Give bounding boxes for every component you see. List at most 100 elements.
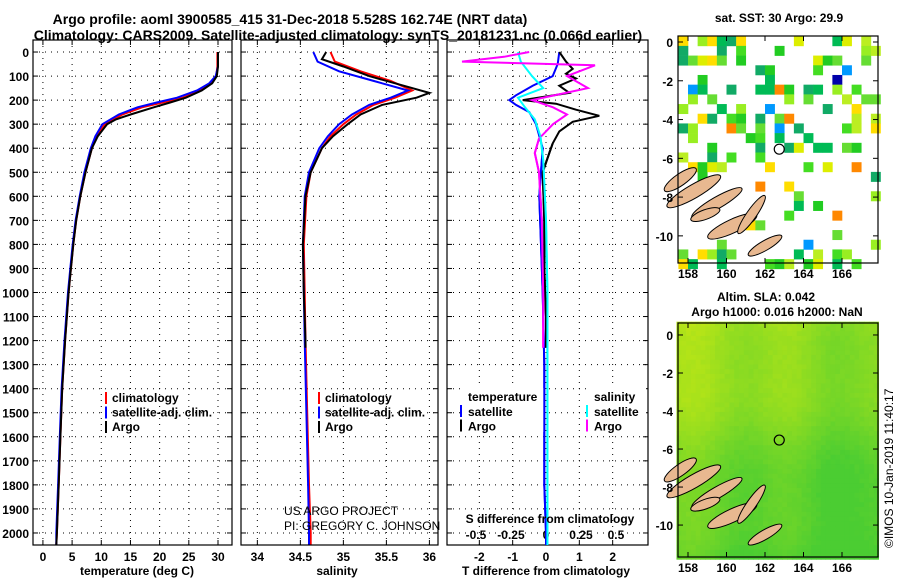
sla-cell <box>873 378 879 384</box>
sla-cell <box>816 497 822 503</box>
sla-cell <box>873 335 879 342</box>
sla-cell <box>849 516 855 522</box>
sla-cell <box>705 530 711 536</box>
s-tick-label: -0.5 <box>466 528 487 542</box>
sla-cell <box>724 354 730 361</box>
sla-cell <box>844 397 851 403</box>
sla-cell <box>743 321 750 327</box>
sla-cell <box>806 373 812 380</box>
sst-cell <box>793 123 804 134</box>
sla-cell <box>849 335 855 342</box>
legend-background <box>590 388 646 432</box>
sla-cell <box>753 321 759 327</box>
sla-cell <box>729 397 735 403</box>
sla-cell <box>835 407 841 413</box>
sla-cell <box>873 478 879 484</box>
sla-cell <box>806 378 812 384</box>
sla-cell <box>801 540 807 546</box>
depth-tick-label: 1900 <box>2 503 29 517</box>
sst-cell <box>716 36 727 47</box>
sla-cell <box>686 507 692 513</box>
sla-cell <box>801 364 807 370</box>
sla-cell <box>676 392 682 399</box>
sla-cell <box>791 507 798 513</box>
sla-cell <box>840 535 846 541</box>
sst-cell <box>716 249 727 260</box>
sla-cell <box>868 492 875 498</box>
sla-cell <box>729 426 735 432</box>
sla-cell <box>739 350 745 356</box>
sla-cell <box>873 402 879 408</box>
sla-cell <box>734 421 740 427</box>
sla-cell <box>811 321 817 327</box>
sla-cell <box>686 530 692 536</box>
depth-tick-label: 2000 <box>2 527 29 541</box>
sst-cell <box>842 65 852 76</box>
sla-cell <box>844 497 851 503</box>
sla-cell <box>801 335 807 342</box>
sla-cell <box>758 464 764 470</box>
sla-cell <box>681 364 687 370</box>
sla-cell <box>791 521 798 527</box>
sla-cell <box>854 359 860 365</box>
sla-cell <box>825 464 831 470</box>
sla-cell <box>777 464 783 470</box>
sst-cell <box>736 113 747 124</box>
sla-cell <box>873 454 879 460</box>
sla-cell <box>734 468 740 475</box>
island <box>663 167 697 193</box>
sla-cell <box>700 430 706 437</box>
sla-cell <box>782 507 788 513</box>
sla-cell <box>844 502 851 508</box>
sla-cell <box>849 521 855 527</box>
sla-cell <box>835 388 841 394</box>
sla-cell <box>777 364 783 370</box>
sla-cell <box>705 378 711 384</box>
sla-cell <box>801 530 807 536</box>
sla-cell <box>868 483 875 489</box>
legend-swatch <box>460 419 462 432</box>
sla-cell <box>729 492 735 498</box>
sla-cell <box>719 459 725 465</box>
sla-cell <box>844 354 851 361</box>
sla-cell <box>796 359 802 365</box>
sla-cell <box>753 335 759 342</box>
sla-cell <box>854 483 860 489</box>
sla-cell <box>748 426 754 432</box>
sla-cell <box>734 464 740 470</box>
sla-cell <box>729 545 735 551</box>
sst-cell <box>784 113 795 124</box>
sla-cell <box>859 492 865 498</box>
lat-tick-label: -6 <box>662 443 673 457</box>
sla-cell <box>806 478 812 484</box>
sla-cell <box>710 483 716 489</box>
sla-cell <box>801 402 807 408</box>
sla-cell <box>787 340 793 346</box>
sst-cell <box>697 55 708 66</box>
sla-cell <box>690 549 697 555</box>
sla-cell <box>801 354 807 361</box>
sst-cell <box>678 45 689 56</box>
sla-cell <box>763 545 769 551</box>
sla-cell <box>758 416 764 422</box>
sla-cell <box>748 407 754 413</box>
sla-cell <box>714 473 721 479</box>
sla-cell <box>686 535 692 541</box>
sla-cell <box>796 511 802 517</box>
lon-tick-label: 166 <box>832 267 852 281</box>
sla-cell <box>763 321 769 327</box>
sla-cell <box>864 449 870 456</box>
sla-cell <box>844 430 851 437</box>
sla-cell <box>811 426 817 432</box>
sla-cell <box>695 345 701 351</box>
sst-cell <box>870 123 881 134</box>
sla-cell <box>700 407 706 413</box>
sla-cell <box>787 526 793 532</box>
sla-cell <box>690 388 697 394</box>
sla-cell <box>767 521 774 527</box>
sla-cell <box>806 530 812 536</box>
depth-tick-label: 1600 <box>2 431 29 445</box>
sla-cell <box>820 402 827 408</box>
sla-cell <box>676 426 682 432</box>
sla-cell <box>681 411 687 418</box>
